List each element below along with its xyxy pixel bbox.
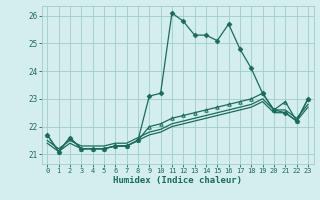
X-axis label: Humidex (Indice chaleur): Humidex (Indice chaleur) [113,176,242,185]
